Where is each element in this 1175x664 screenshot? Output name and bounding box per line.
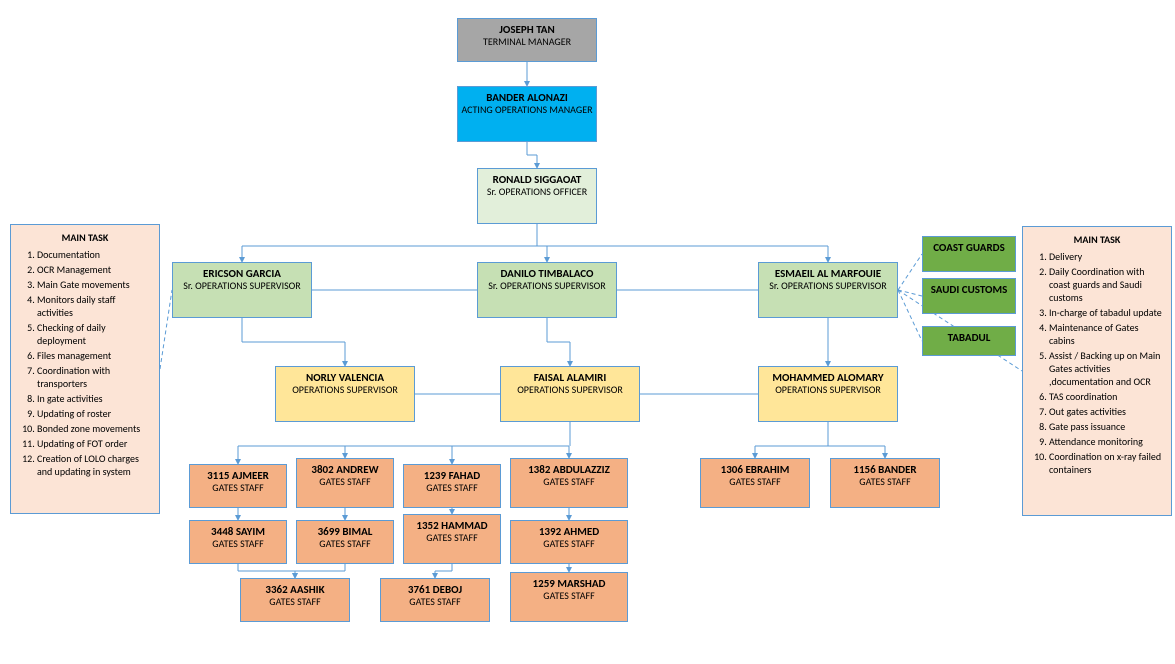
node-title: ACTING OPERATIONS MANAGER bbox=[460, 104, 594, 116]
task-item: Coordination on x-ray failed containers bbox=[1049, 450, 1163, 476]
org-node-ext1: COAST GUARDS bbox=[922, 236, 1016, 272]
org-node-g1: 3115 AJMEERGATES STAFF bbox=[189, 464, 287, 508]
node-title: GATES STAFF bbox=[192, 538, 284, 550]
task-item: Monitors daily staff activities bbox=[37, 293, 151, 319]
node-title: Sr. OPERATIONS SUPERVISOR bbox=[480, 280, 614, 292]
task-item: Files management bbox=[37, 349, 151, 362]
node-title: GATES STAFF bbox=[406, 482, 498, 494]
node-title: GATES STAFF bbox=[299, 538, 391, 550]
right-task-box: MAIN TASK Delivery Daily Coordination wit… bbox=[1022, 226, 1172, 516]
node-title: GATES STAFF bbox=[383, 596, 487, 608]
org-node-g11: 1259 MARSHADGATES STAFF bbox=[510, 572, 628, 622]
left-task-header: MAIN TASK bbox=[19, 231, 151, 244]
task-item: In gate activities bbox=[37, 392, 151, 405]
node-title: OPERATIONS SUPERVISOR bbox=[503, 384, 637, 396]
task-item: Updating of FOT order bbox=[37, 437, 151, 450]
org-node-ops2: FAISAL ALAMIRIOPERATIONS SUPERVISOR bbox=[500, 366, 640, 422]
org-node-g7: 1352 HAMMADGATES STAFF bbox=[403, 514, 501, 564]
org-node-sups3: ESMAEIL AL MARFOUIESr. OPERATIONS SUPERV… bbox=[758, 262, 898, 318]
task-item: Gate pass issuance bbox=[1049, 420, 1163, 433]
org-node-g6: 3699 BIMALGATES STAFF bbox=[296, 520, 394, 564]
org-node-g3: 1239 FAHADGATES STAFF bbox=[403, 464, 501, 508]
task-item: Documentation bbox=[37, 248, 151, 261]
task-item: In-charge of tabadul update bbox=[1049, 306, 1163, 319]
right-task-list: Delivery Daily Coordination with coast gu… bbox=[1031, 250, 1163, 476]
org-node-ops1: NORLY VALENCIAOPERATIONS SUPERVISOR bbox=[275, 366, 415, 422]
node-title: Sr. OPERATIONS SUPERVISOR bbox=[175, 280, 309, 292]
task-item: OCR Management bbox=[37, 263, 151, 276]
org-node-g2: 3802 ANDREWGATES STAFF bbox=[296, 458, 394, 508]
task-item: Daily Coordination with coast guards and… bbox=[1049, 265, 1163, 304]
node-title: Sr. OPERATIONS SUPERVISOR bbox=[761, 280, 895, 292]
node-title: GATES STAFF bbox=[833, 476, 937, 488]
node-title: GATES STAFF bbox=[299, 476, 391, 488]
node-name: COAST GUARDS bbox=[925, 241, 1013, 254]
task-item: Maintenance of Gates cabins bbox=[1049, 321, 1163, 347]
org-node-g8: 1392 AHMEDGATES STAFF bbox=[510, 520, 628, 564]
org-node-ext2: SAUDI CUSTOMS bbox=[922, 278, 1016, 314]
node-title: OPERATIONS SUPERVISOR bbox=[278, 384, 412, 396]
task-item: Assist / Backing up on Main Gates activi… bbox=[1049, 349, 1163, 388]
left-task-box: MAIN TASK Documentation OCR Management Mai… bbox=[10, 224, 160, 514]
node-title: GATES STAFF bbox=[703, 476, 807, 488]
org-node-g12: 1306 EBRAHIMGATES STAFF bbox=[700, 458, 810, 508]
task-item: Updating of roster bbox=[37, 407, 151, 420]
node-name: TABADUL bbox=[925, 331, 1013, 344]
node-title: Sr. OPERATIONS OFFICER bbox=[480, 186, 594, 198]
org-node-g13: 1156 BANDERGATES STAFF bbox=[830, 458, 940, 508]
org-node-g5: 3448 SAYIMGATES STAFF bbox=[189, 520, 287, 564]
node-name: SAUDI CUSTOMS bbox=[925, 283, 1013, 296]
task-item: Attendance monitoring bbox=[1049, 435, 1163, 448]
node-title: GATES STAFF bbox=[192, 482, 284, 494]
node-title: GATES STAFF bbox=[406, 532, 498, 544]
org-node-g9: 3362 AASHIKGATES STAFF bbox=[240, 578, 350, 622]
org-node-tm: JOSEPH TANTERMINAL MANAGER bbox=[457, 18, 597, 62]
task-item: Delivery bbox=[1049, 250, 1163, 263]
node-title: TERMINAL MANAGER bbox=[460, 36, 594, 48]
node-title: GATES STAFF bbox=[243, 596, 347, 608]
org-node-ops3: MOHAMMED ALOMARYOPERATIONS SUPERVISOR bbox=[758, 366, 898, 422]
task-item: Checking of daily deployment bbox=[37, 321, 151, 347]
node-title: GATES STAFF bbox=[513, 590, 625, 602]
org-node-sups1: ERICSON GARCIASr. OPERATIONS SUPERVISOR bbox=[172, 262, 312, 318]
left-task-list: Documentation OCR Management Main Gate mov… bbox=[19, 248, 151, 478]
task-item: Main Gate movements bbox=[37, 278, 151, 291]
task-item: Bonded zone movements bbox=[37, 422, 151, 435]
node-title: OPERATIONS SUPERVISOR bbox=[761, 384, 895, 396]
org-node-soo: RONALD SIGGAOATSr. OPERATIONS OFFICER bbox=[477, 168, 597, 224]
org-node-aom: BANDER ALONAZIACTING OPERATIONS MANAGER bbox=[457, 86, 597, 142]
org-node-g4: 1382 ABDULAZZIZGATES STAFF bbox=[510, 458, 628, 508]
org-node-g10: 3761 DEBOJGATES STAFF bbox=[380, 578, 490, 622]
task-item: TAS coordination bbox=[1049, 390, 1163, 403]
right-task-header: MAIN TASK bbox=[1031, 233, 1163, 246]
org-node-sups2: DANILO TIMBALACOSr. OPERATIONS SUPERVISO… bbox=[477, 262, 617, 318]
task-item: Coordination with transporters bbox=[37, 364, 151, 390]
node-title: GATES STAFF bbox=[513, 476, 625, 488]
task-item: Out gates activities bbox=[1049, 405, 1163, 418]
task-item: Creation of LOLO charges and updating in… bbox=[37, 452, 151, 478]
node-title: GATES STAFF bbox=[513, 538, 625, 550]
org-node-ext3: TABADUL bbox=[922, 326, 1016, 356]
